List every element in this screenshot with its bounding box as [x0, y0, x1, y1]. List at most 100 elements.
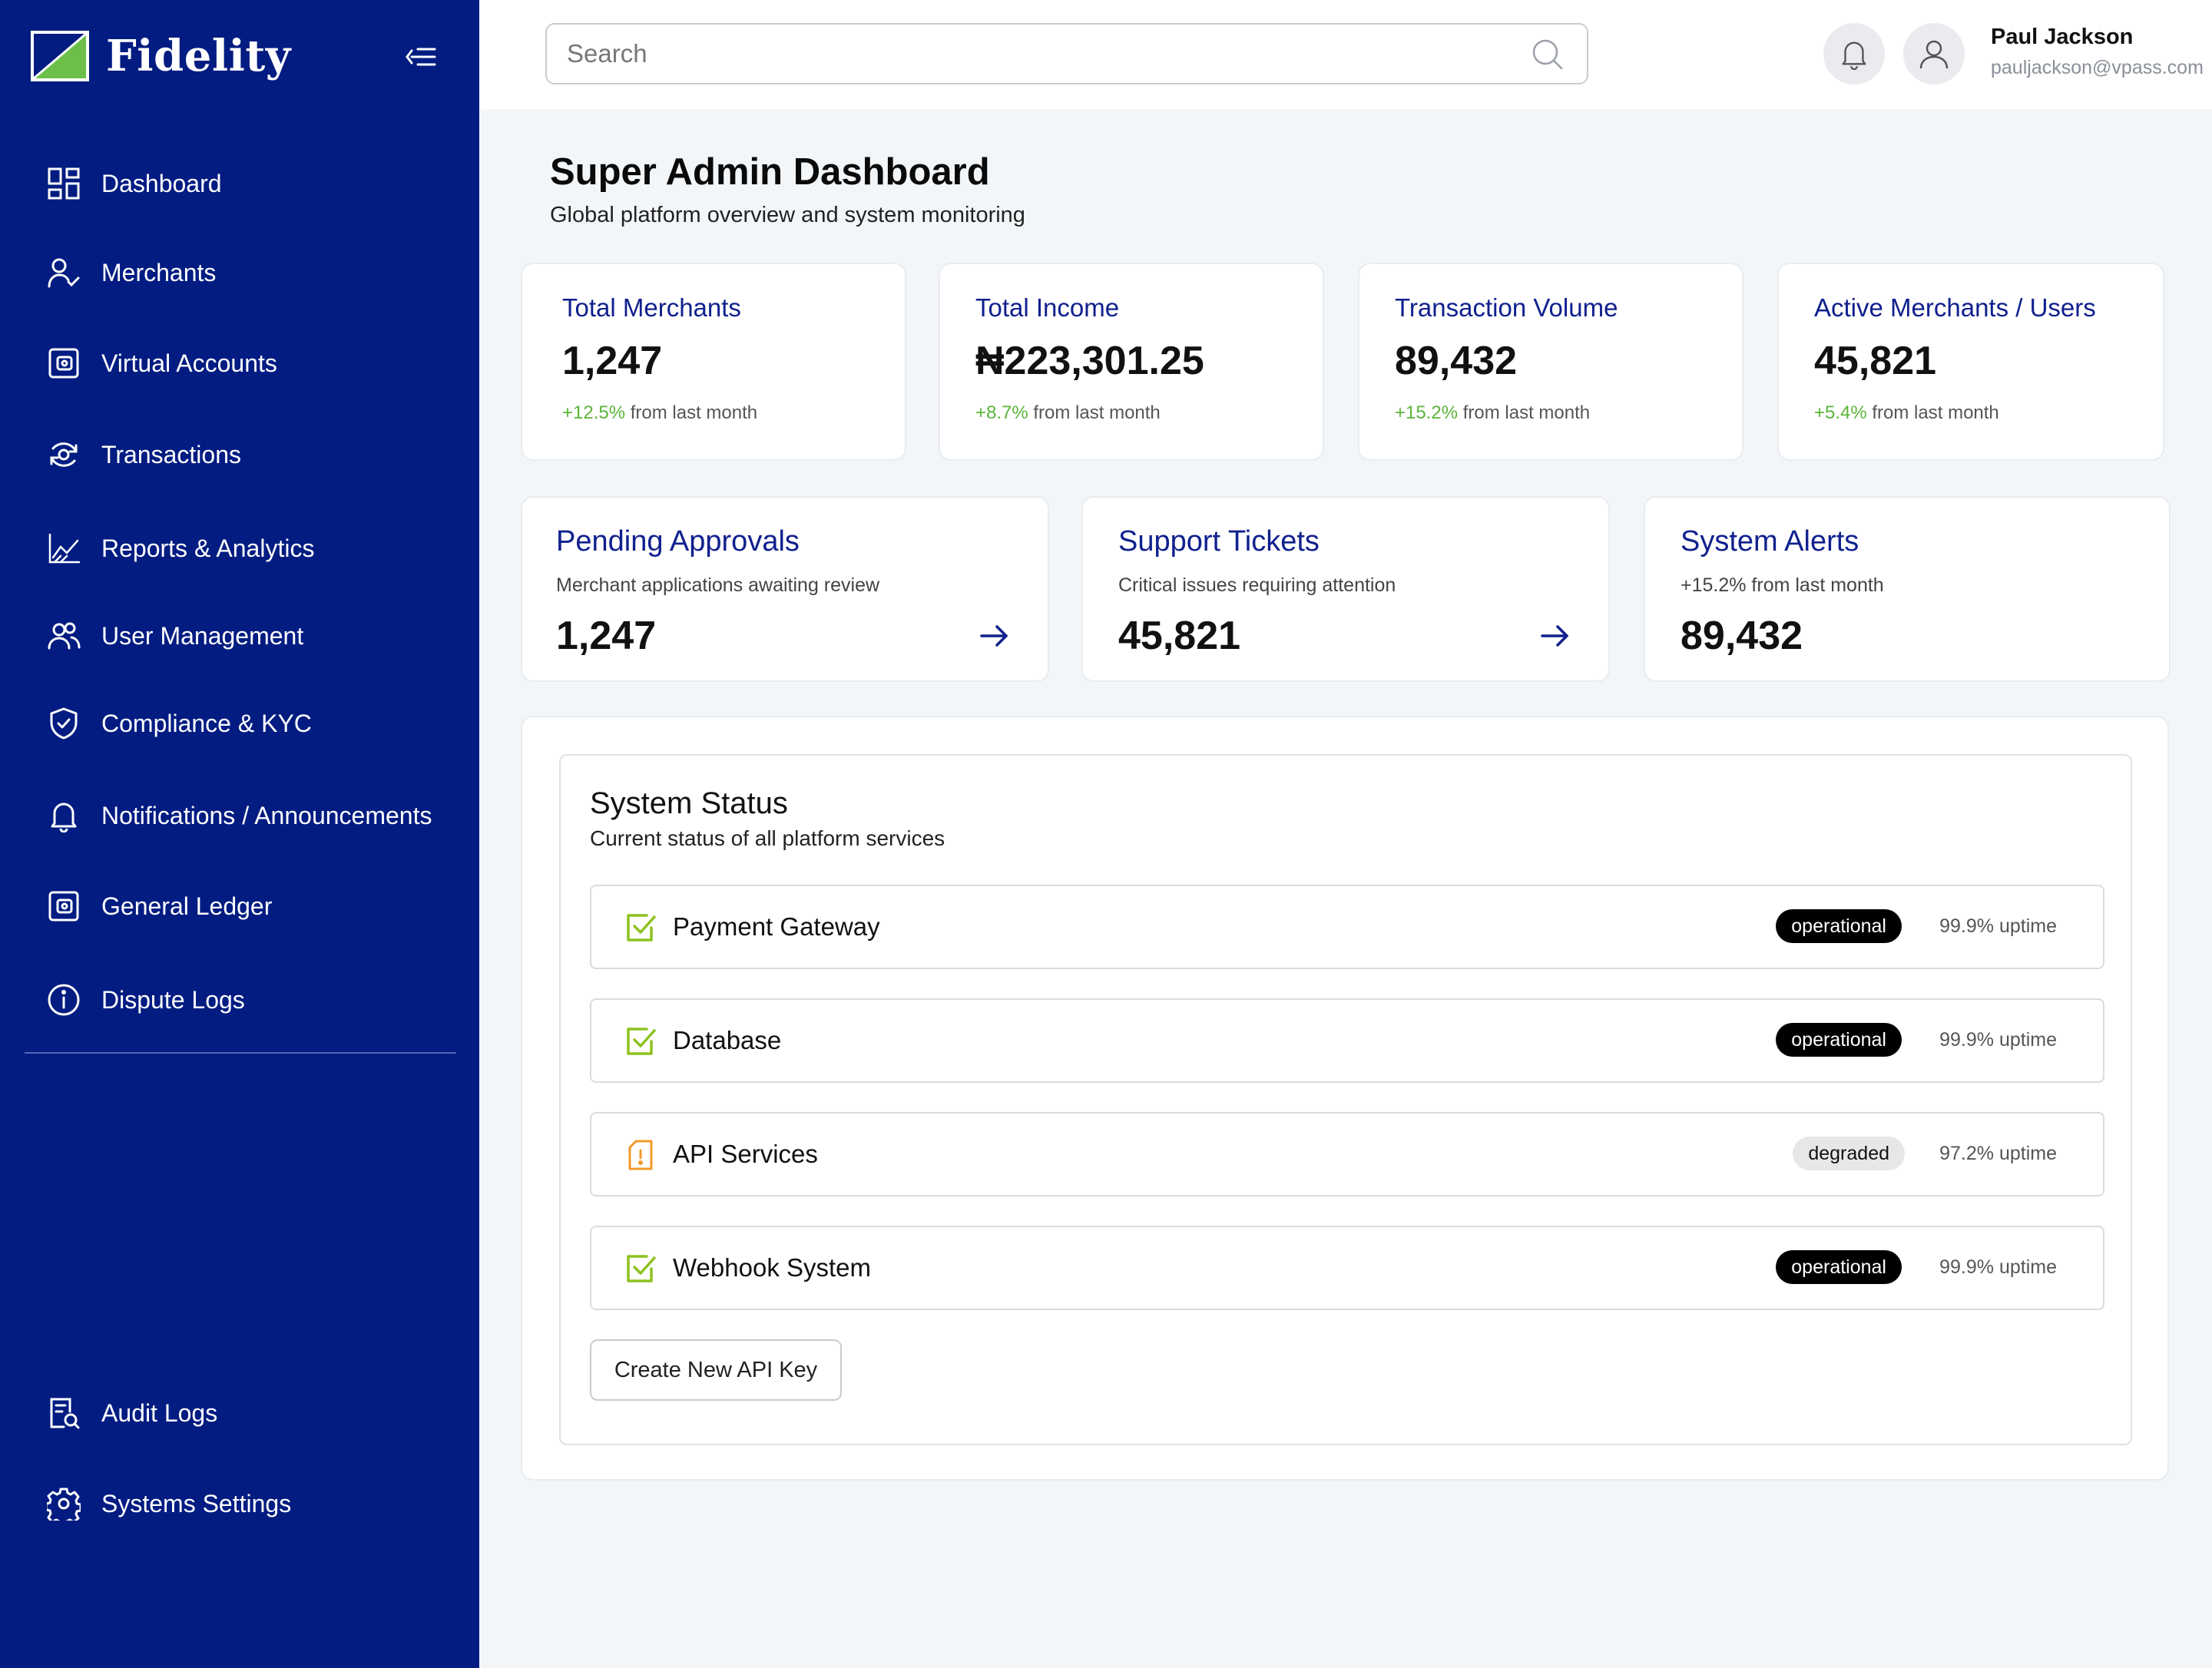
arrow-right-icon[interactable]: [975, 617, 1012, 654]
create-api-key-button[interactable]: Create New API Key: [590, 1339, 842, 1401]
sidebar-item-systems-settings[interactable]: Systems Settings: [46, 1481, 291, 1527]
top-bar: Paul Jackson pauljackson@vpass.com: [479, 0, 2212, 109]
stat-change-value: +15.2%: [1395, 402, 1459, 423]
sidebar-item-label: Dashboard: [101, 169, 222, 197]
card-description: +15.2% from last month: [1681, 574, 1884, 596]
shield-icon: [46, 706, 81, 741]
service-name: Webhook System: [673, 1253, 872, 1282]
notifications-button[interactable]: [1823, 23, 1885, 84]
stat-change-label: from last month: [625, 402, 758, 423]
service-row-api-services[interactable]: API Services degraded 97.2% uptime: [590, 1112, 2104, 1196]
card-description: Critical issues requiring attention: [1118, 574, 1396, 596]
transactions-icon: [46, 437, 81, 472]
card-title: Support Tickets: [1118, 525, 1320, 558]
sidebar: Fidelity Dashboard Merchants Virtual Acc…: [0, 0, 479, 1668]
stat-title: Total Merchants: [562, 293, 741, 322]
page-subtitle: Global platform overview and system moni…: [550, 203, 1025, 227]
grid-icon: [46, 166, 81, 201]
uptime-label: 99.9% uptime: [1939, 915, 2057, 937]
stat-card-total-income: Total Income ₦223,301.25 +8.7% from last…: [939, 263, 1324, 461]
stat-value: 89,432: [1395, 339, 1518, 383]
sidebar-item-dashboard[interactable]: Dashboard: [46, 161, 222, 207]
stat-change-value: +5.4%: [1814, 402, 1867, 423]
stat-card-total-merchants: Total Merchants 1,247 +12.5% from last m…: [521, 263, 906, 461]
sidebar-item-label: Reports & Analytics: [101, 534, 315, 562]
bell-icon: [1842, 41, 1866, 70]
brand-name: Fidelity: [106, 31, 291, 81]
sidebar-item-compliance-kyc[interactable]: Compliance & KYC: [46, 700, 312, 746]
status-badge: operational: [1776, 1023, 1902, 1057]
sidebar-item-merchants[interactable]: Merchants: [46, 250, 216, 296]
card-value: 45,821: [1118, 614, 1241, 658]
sidebar-item-label: User Management: [101, 621, 304, 650]
sidebar-item-transactions[interactable]: Transactions: [46, 432, 241, 478]
sidebar-item-user-management[interactable]: User Management: [46, 613, 303, 659]
check-square-icon: [627, 914, 656, 942]
audit-icon: [46, 1395, 81, 1431]
sidebar-item-label: Audit Logs: [101, 1398, 218, 1427]
chart-icon: [46, 531, 81, 566]
bell-icon: [46, 798, 81, 833]
stat-value: 1,247: [562, 339, 663, 383]
stat-change-label: from last month: [1866, 402, 1999, 423]
sidebar-item-label: Systems Settings: [101, 1489, 292, 1517]
status-badge: operational: [1776, 1250, 1902, 1284]
card-value: 89,432: [1681, 614, 1803, 658]
info-icon: [46, 982, 81, 1018]
stat-value: 45,821: [1814, 339, 1937, 383]
sidebar-item-label: Compliance & KYC: [101, 709, 312, 737]
sidebar-item-label: Dispute Logs: [101, 985, 245, 1014]
check-square-icon: [627, 1255, 656, 1282]
stat-change: +8.7% from last month: [975, 402, 1161, 424]
sidebar-item-notifications[interactable]: Notifications / Announcements: [46, 793, 432, 839]
user-name[interactable]: Paul Jackson: [1991, 25, 2134, 49]
collapse-sidebar-icon[interactable]: [404, 41, 438, 72]
sidebar-item-audit-logs[interactable]: Audit Logs: [46, 1390, 217, 1436]
brand-logo[interactable]: Fidelity: [29, 29, 291, 83]
sidebar-item-label: Virtual Accounts: [101, 349, 277, 377]
avatar[interactable]: [1903, 23, 1965, 84]
gear-icon: [46, 1486, 81, 1521]
service-row-payment-gateway[interactable]: Payment Gateway operational 99.9% uptime: [590, 885, 2104, 969]
status-badge: operational: [1776, 909, 1902, 943]
service-row-webhook-system[interactable]: Webhook System operational 99.9% uptime: [590, 1226, 2104, 1310]
stat-title: Active Merchants / Users: [1814, 293, 2096, 322]
user-email: pauljackson@vpass.com: [1991, 57, 2204, 78]
users-icon: [46, 618, 81, 654]
section-title: System Status: [590, 786, 788, 820]
system-status-section: System Status Current status of all plat…: [521, 716, 2169, 1481]
service-name: Payment Gateway: [673, 912, 880, 941]
uptime-label: 99.9% uptime: [1939, 1029, 2057, 1051]
sidebar-item-dispute-logs[interactable]: Dispute Logs: [46, 977, 245, 1023]
stat-value: ₦223,301.25: [975, 339, 1204, 383]
sidebar-item-general-ledger[interactable]: General Ledger: [46, 883, 272, 929]
sidebar-divider: [25, 1052, 456, 1054]
sidebar-item-label: Notifications / Announcements: [101, 801, 432, 829]
card-title: System Alerts: [1681, 525, 1859, 558]
user-icon: [1919, 40, 1949, 69]
uptime-label: 99.9% uptime: [1939, 1256, 2057, 1278]
user-check-icon: [46, 255, 81, 290]
sidebar-item-reports-analytics[interactable]: Reports & Analytics: [46, 525, 314, 571]
service-name: Database: [673, 1026, 782, 1054]
card-title: Pending Approvals: [556, 525, 800, 558]
alert-icon: [628, 1140, 653, 1170]
section-subtitle: Current status of all platform services: [590, 826, 945, 850]
stat-change-value: +8.7%: [975, 402, 1028, 423]
card-support-tickets: Support Tickets Critical issues requirin…: [1081, 496, 1610, 682]
sidebar-item-virtual-accounts[interactable]: Virtual Accounts: [46, 340, 277, 386]
stat-change: +12.5% from last month: [562, 402, 757, 424]
service-row-database[interactable]: Database operational 99.9% uptime: [590, 998, 2104, 1083]
stat-card-transaction-volume: Transaction Volume 89,432 +15.2% from la…: [1358, 263, 1743, 461]
search-icon[interactable]: [1532, 38, 1564, 71]
arrow-right-icon[interactable]: [1536, 617, 1573, 654]
sidebar-item-label: Transactions: [101, 440, 241, 468]
card-pending-approvals: Pending Approvals Merchant applications …: [521, 496, 1049, 682]
card-description: Merchant applications awaiting review: [556, 574, 880, 596]
system-status-panel: System Status Current status of all plat…: [559, 754, 2132, 1445]
stat-change-label: from last month: [1458, 402, 1591, 423]
uptime-label: 97.2% uptime: [1939, 1143, 2057, 1164]
service-name: API Services: [673, 1140, 818, 1168]
search-input[interactable]: [567, 25, 1519, 83]
stat-title: Transaction Volume: [1395, 293, 1618, 322]
